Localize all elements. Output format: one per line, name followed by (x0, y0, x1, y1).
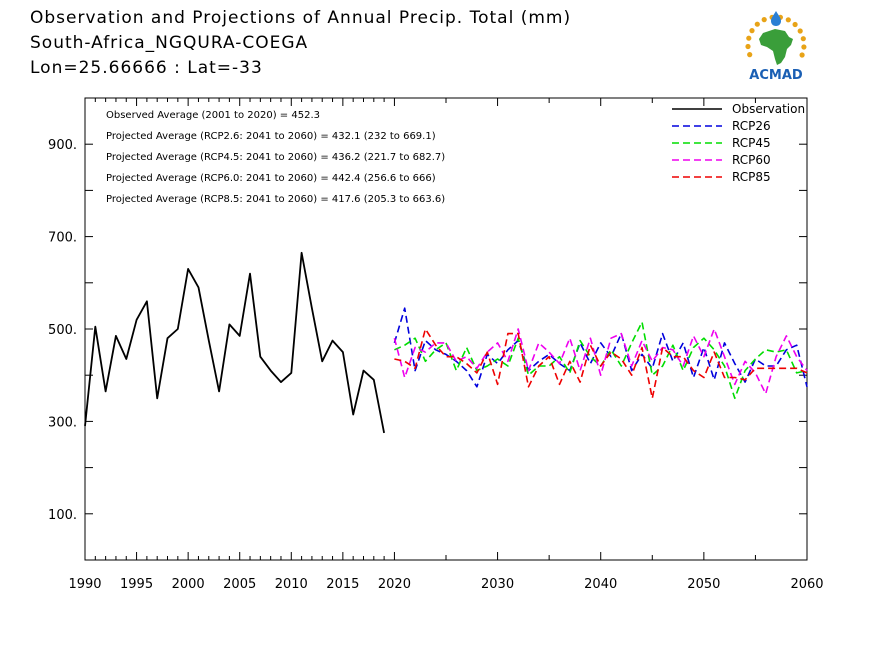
plot-frame (84, 97, 808, 561)
water-drop-icon (771, 11, 781, 26)
x-tick-label: 2015 (326, 577, 359, 592)
coordinates: Lon=25.66666 : Lat=-33 (30, 58, 263, 78)
africa-shape (759, 29, 793, 65)
annotation-line: Projected Average (RCP8.5: 2041 to 2060)… (106, 194, 445, 205)
logo-ray (785, 17, 791, 23)
plot-area: 100. 300. 500. 700. 900. 1990 1995 2000 2005 2010… (48, 97, 824, 592)
logo-ray (746, 35, 752, 41)
series-rcp60 (393, 328, 808, 395)
y-tick-label: 900. (48, 138, 77, 153)
x-tick-label: 2000 (172, 577, 205, 592)
logo-ray (799, 52, 805, 58)
logo-ray (747, 52, 753, 58)
annotation-line: Projected Average (RCP2.6: 2041 to 2060)… (106, 131, 436, 142)
annotations: Observed Average (2001 to 2020) = 452.3 P… (106, 110, 445, 205)
annotation-line: Projected Average (RCP6.0: 2041 to 2060)… (106, 173, 436, 184)
legend-label: RCP85 (732, 170, 771, 184)
series-observation (84, 251, 385, 434)
chart-title: Observation and Projections of Annual Pr… (30, 8, 572, 28)
x-tick-label: 2010 (275, 577, 308, 592)
y-tick-label: 500. (48, 323, 77, 338)
x-tick-label: 2050 (687, 577, 720, 592)
logo-ray (761, 17, 767, 23)
legend-label: RCP45 (732, 136, 771, 150)
annotation-line: Projected Average (RCP4.5: 2041 to 2060)… (106, 152, 445, 163)
x-tick-label: 2020 (378, 577, 411, 592)
series-lines (84, 251, 808, 434)
logo-ray (754, 21, 760, 27)
x-tick-label: 2005 (223, 577, 256, 592)
logo-ray (801, 44, 807, 50)
x-tick-label: 2060 (790, 577, 823, 592)
x-tick-label: 2040 (584, 577, 617, 592)
y-tick-label: 300. (48, 415, 77, 430)
legend-label: RCP60 (732, 153, 771, 167)
logo-ray (749, 28, 755, 34)
logo-ray (800, 36, 806, 42)
legend: Observation RCP26 RCP45 RCP60 RCP85 (672, 102, 805, 184)
y-tick-label: 700. (48, 231, 77, 246)
logo-ray (745, 43, 751, 50)
logo-ray (792, 21, 798, 28)
station-name: South-Africa_NGQURA-COEGA (30, 33, 309, 53)
x-tick-label: 1995 (120, 577, 153, 592)
legend-label: Observation (732, 102, 805, 116)
logo-ray (797, 28, 803, 34)
x-tick-label: 1990 (68, 577, 101, 592)
series-rcp85 (394, 328, 808, 400)
legend-label: RCP26 (732, 119, 771, 133)
logo-text: ACMAD (749, 68, 803, 83)
logo-rays (745, 14, 807, 58)
x-tick-label: 2030 (481, 577, 514, 592)
y-tick-label: 100. (48, 508, 77, 523)
annotation-line: Observed Average (2001 to 2020) = 452.3 (106, 110, 320, 121)
series-rcp26 (393, 307, 808, 388)
acmad-logo: ACMAD (745, 11, 807, 83)
